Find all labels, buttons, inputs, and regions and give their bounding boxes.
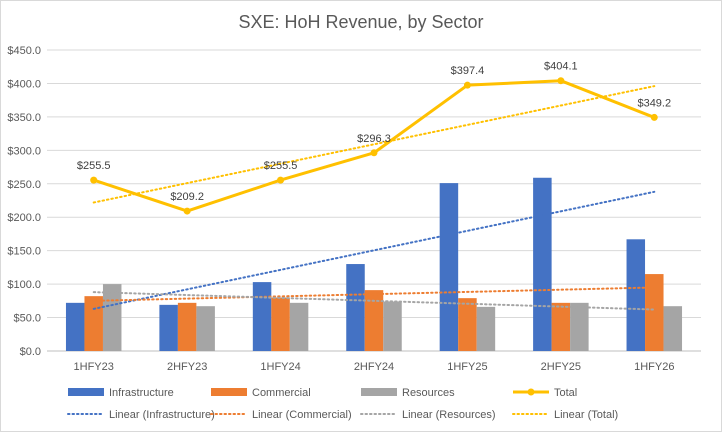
marker-total-1hfy24 bbox=[277, 176, 285, 184]
bar-commercial-2hfy25 bbox=[551, 302, 571, 351]
data-label-1hfy25: $397.4 bbox=[451, 65, 485, 77]
trendline-linear-total bbox=[92, 85, 656, 204]
y-tick-label: $150.0 bbox=[7, 246, 41, 258]
y-tick-label: $200.0 bbox=[7, 212, 41, 224]
x-tick-label: 1HFY23 bbox=[74, 361, 114, 373]
x-tick-label: 1HFY24 bbox=[260, 361, 300, 373]
data-label-2hfy23: $209.2 bbox=[170, 191, 204, 203]
y-tick-label: $400.0 bbox=[7, 78, 41, 90]
chart-title: SXE: HoH Revenue, by Sector bbox=[238, 12, 483, 32]
bar-commercial-1hfy24 bbox=[271, 297, 290, 351]
legend-swatch-commercial bbox=[211, 388, 247, 396]
trendline-linear-infrastructure bbox=[92, 190, 656, 310]
trendlines bbox=[92, 85, 656, 311]
y-tick-label: $0.0 bbox=[20, 346, 41, 358]
x-tick-label: 2HFY25 bbox=[541, 361, 581, 373]
y-tick-label: $250.0 bbox=[7, 179, 41, 191]
marker-total-1hfy23 bbox=[90, 176, 98, 184]
y-tick-label: $300.0 bbox=[7, 145, 41, 157]
bar-resources-2hfy24 bbox=[383, 301, 402, 351]
legend-swatch-resources bbox=[361, 388, 397, 396]
y-tick-label: $350.0 bbox=[7, 112, 41, 124]
y-axis-ticks: $0.0 $50.0 $100.0 $150.0 $200.0 $250.0 $300.0 $… bbox=[7, 45, 41, 358]
legend-label-trend: Linear (Infrastructure) bbox=[109, 409, 215, 421]
x-tick-label: 2HFY23 bbox=[167, 361, 207, 373]
marker-total-1hfy26 bbox=[650, 113, 658, 121]
x-axis-ticks: 1HFY23 2HFY23 1HFY24 2HFY24 1HFY25 2HFY25 1HFY… bbox=[74, 361, 675, 373]
data-label-1hfy24: $255.5 bbox=[264, 160, 298, 172]
bar-commercial-2hfy24 bbox=[364, 290, 384, 351]
trendline-linear-resources bbox=[92, 291, 656, 311]
data-label-2hfy24: $296.3 bbox=[357, 133, 391, 145]
bar-commercial-2hfy23 bbox=[177, 302, 197, 351]
bar-commercial-1hfy26 bbox=[645, 274, 664, 351]
bar-resources-1hfy25 bbox=[476, 306, 496, 351]
bar-commercial-1hfy25 bbox=[458, 298, 477, 351]
bar-infrastructure-1hfy24 bbox=[252, 282, 272, 351]
total-line bbox=[90, 77, 658, 215]
bar-infrastructure-2hfy23 bbox=[159, 304, 178, 351]
legend-marker-total bbox=[527, 388, 535, 396]
trendline-linear-commercial bbox=[92, 286, 656, 302]
y-tick-label: $450.0 bbox=[7, 45, 41, 57]
legend-label-trend: Linear (Resources) bbox=[402, 409, 496, 421]
x-tick-label: 1HFY25 bbox=[447, 361, 487, 373]
legend-label-trend: Linear (Total) bbox=[554, 409, 618, 421]
data-label-2hfy25: $404.1 bbox=[544, 61, 578, 73]
bar-infrastructure-2hfy24 bbox=[346, 264, 365, 351]
data-label-1hfy23: $255.5 bbox=[77, 160, 111, 172]
data-label-1hfy26: $349.2 bbox=[637, 97, 671, 109]
bar-resources-1hfy24 bbox=[289, 302, 309, 351]
legend-swatch-infrastructure bbox=[68, 388, 104, 396]
legend-label-commercial: Commercial bbox=[252, 387, 311, 399]
legend-label-total: Total bbox=[554, 387, 577, 399]
data-labels: $255.5 $209.2 $255.5 $296.3 $397.4 $404.1 $349… bbox=[77, 61, 671, 203]
y-tick-label: $50.0 bbox=[13, 313, 41, 325]
y-tick-label: $100.0 bbox=[7, 279, 41, 291]
bar-infrastructure-1hfy25 bbox=[439, 183, 459, 351]
legend-label-infrastructure: Infrastructure bbox=[109, 387, 174, 399]
marker-total-1hfy25 bbox=[463, 81, 471, 89]
bar-resources-2hfy25 bbox=[570, 302, 589, 351]
marker-total-2hfy23 bbox=[183, 207, 191, 215]
bar-infrastructure-1hfy23 bbox=[65, 302, 85, 351]
marker-total-2hfy25 bbox=[557, 77, 565, 85]
gridlines bbox=[47, 49, 701, 352]
bars bbox=[65, 177, 683, 351]
x-tick-label: 2HFY24 bbox=[354, 361, 394, 373]
bar-resources-1hfy23 bbox=[102, 284, 122, 351]
bar-infrastructure-2hfy25 bbox=[533, 177, 552, 351]
bar-resources-1hfy26 bbox=[663, 306, 683, 351]
legend-label-resources: Resources bbox=[402, 387, 455, 399]
marker-total-2hfy24 bbox=[370, 149, 378, 157]
bar-resources-2hfy23 bbox=[196, 306, 215, 351]
bar-infrastructure-1hfy26 bbox=[626, 239, 646, 351]
legend-label-trend: Linear (Commercial) bbox=[252, 409, 352, 421]
bar-commercial-1hfy23 bbox=[84, 296, 103, 351]
x-tick-label: 1HFY26 bbox=[634, 361, 674, 373]
legend: Infrastructure Commercial Resources Total Li… bbox=[67, 387, 618, 421]
